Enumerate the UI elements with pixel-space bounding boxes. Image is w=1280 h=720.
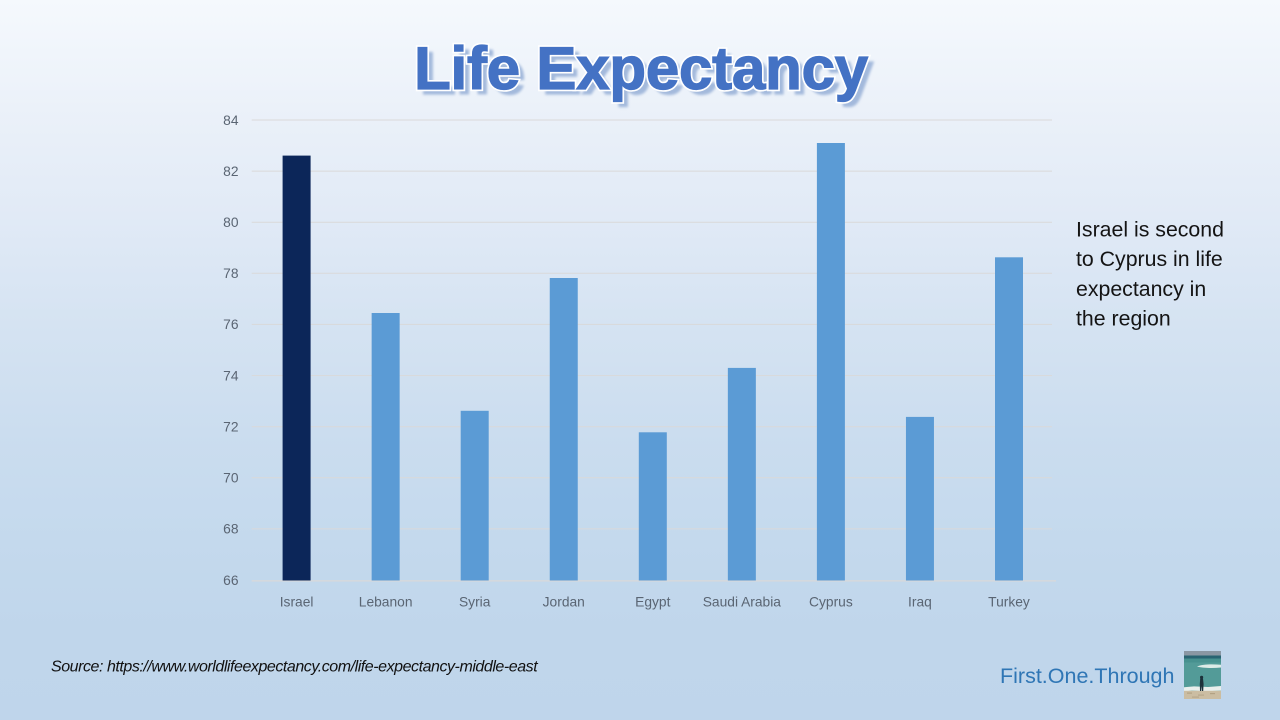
svg-text:Israel: Israel <box>280 595 314 610</box>
svg-text:Cyprus: Cyprus <box>809 595 853 610</box>
svg-text:70: 70 <box>223 471 239 486</box>
svg-text:72: 72 <box>223 420 238 435</box>
svg-text:80: 80 <box>223 215 239 230</box>
svg-text:Life Expectancy: Life Expectancy <box>414 35 869 102</box>
svg-text:78: 78 <box>223 266 239 281</box>
svg-text:Israel is second: Israel is second <box>1076 217 1224 241</box>
svg-text:Life Expectancy: Life Expectancy <box>420 40 875 107</box>
svg-text:84: 84 <box>223 113 239 128</box>
svg-text:76: 76 <box>223 317 239 332</box>
svg-text:the region: the region <box>1076 307 1171 331</box>
svg-text:Life Expectancy: Life Expectancy <box>414 35 869 102</box>
svg-text:Turkey: Turkey <box>988 595 1030 610</box>
svg-text:to Cyprus in life: to Cyprus in life <box>1076 247 1223 271</box>
svg-text:Saudi Arabia: Saudi Arabia <box>703 595 782 610</box>
svg-text:Lebanon: Lebanon <box>359 595 413 610</box>
svg-text:Iraq: Iraq <box>908 595 932 610</box>
svg-text:66: 66 <box>223 573 239 588</box>
svg-text:expectancy in: expectancy in <box>1076 277 1206 301</box>
svg-text:Egypt: Egypt <box>635 595 670 610</box>
svg-text:First.One.Through: First.One.Through <box>1000 664 1174 688</box>
svg-text:68: 68 <box>223 522 239 537</box>
svg-text:74: 74 <box>223 368 239 383</box>
svg-text:Syria: Syria <box>459 595 491 610</box>
svg-text:Source: https://www.worldlifee: Source: https://www.worldlifeexpectancy.… <box>51 659 538 676</box>
svg-text:82: 82 <box>223 164 238 179</box>
svg-text:Jordan: Jordan <box>543 595 585 610</box>
